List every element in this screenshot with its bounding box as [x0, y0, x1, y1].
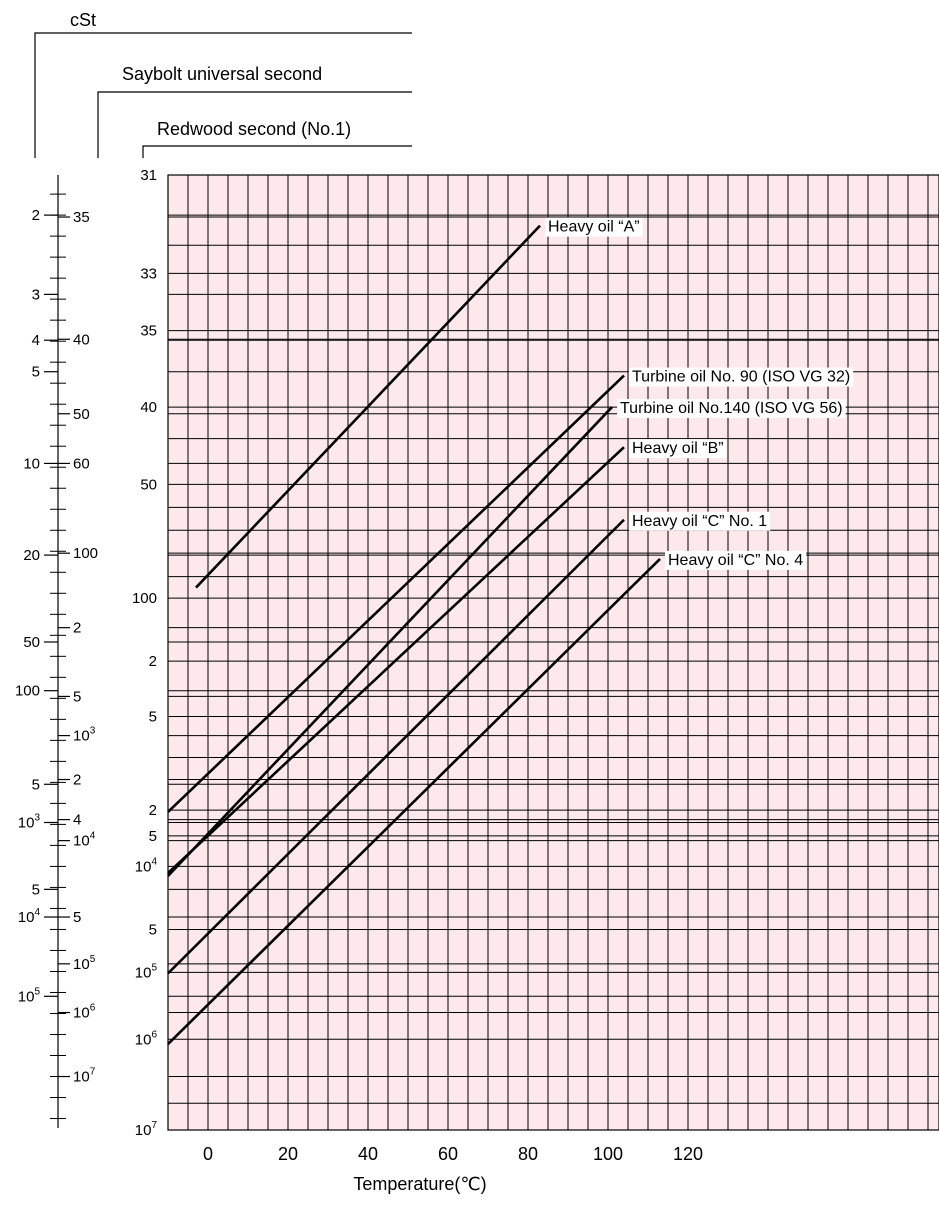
- saybolt-header-bracket: [97, 91, 412, 158]
- x-tick-label: 0: [203, 1144, 213, 1164]
- saybolt-tick-label: 60: [73, 455, 90, 472]
- cst-tick-label: 3: [32, 286, 40, 303]
- cst-header-bracket: [34, 32, 412, 158]
- viscosity-scales: 2345102050100510351041053540506010025103…: [15, 167, 157, 1139]
- saybolt-tick-label: 107: [73, 1067, 96, 1086]
- series-line-0: [195, 224, 541, 589]
- x-tick-label: 20: [278, 1144, 298, 1164]
- x-axis: 0 20 40 60 80 100 120: [203, 1144, 703, 1164]
- saybolt-tick-label-exponent: 3: [90, 726, 96, 737]
- x-tick-label: 40: [358, 1144, 378, 1164]
- series-line-1: [167, 374, 625, 813]
- saybolt-tick-label: 2: [73, 772, 81, 789]
- redwood-tick-label: 31: [140, 167, 157, 184]
- cst-header: cSt: [70, 10, 96, 30]
- saybolt-tick-label-exponent: 7: [90, 1067, 96, 1078]
- saybolt-tick-label: 35: [73, 209, 90, 226]
- redwood-tick-label: 5: [149, 828, 157, 845]
- redwood-tick-label: 106: [135, 1029, 158, 1048]
- saybolt-tick-label: 105: [73, 954, 96, 973]
- redwood-tick-label: 35: [140, 323, 157, 340]
- redwood-tick-label: 2: [149, 802, 157, 819]
- series-label-bg-1: [629, 367, 854, 387]
- redwood-tick-label: 5: [149, 921, 157, 938]
- cst-tick-label: 105: [18, 986, 41, 1005]
- series-line-5: [167, 557, 661, 1045]
- redwood-tick-label-exponent: 6: [151, 1029, 157, 1040]
- series-line-4: [167, 518, 625, 975]
- saybolt-tick-label: 40: [73, 331, 90, 348]
- saybolt-tick-label: 106: [73, 1003, 96, 1022]
- saybolt-tick-label: 103: [73, 726, 96, 745]
- scale-headers: cSt Saybolt universal second Redwood sec…: [34, 10, 412, 158]
- saybolt-tick-label: 2: [73, 620, 81, 637]
- series-line-3: [167, 446, 625, 875]
- saybolt-tick-label: 5: [73, 909, 81, 926]
- series-label-0: Heavy oil “A”: [548, 219, 640, 236]
- x-tick-label: 60: [438, 1144, 458, 1164]
- series-label-4: Heavy oil “C” No. 1: [632, 513, 767, 530]
- redwood-tick-label: 40: [140, 399, 157, 416]
- saybolt-tick-label: 4: [73, 812, 81, 829]
- cst-tick-label: 5: [32, 881, 40, 898]
- redwood-header-bracket: [142, 145, 412, 158]
- cst-tick-label: 2: [32, 207, 40, 224]
- redwood-tick-label: 33: [140, 265, 157, 282]
- series-label-bg-2: [617, 399, 846, 419]
- redwood-tick-label: 104: [135, 856, 158, 875]
- saybolt-tick-label-exponent: 4: [90, 831, 96, 842]
- redwood-tick-label-exponent: 4: [151, 856, 157, 867]
- redwood-tick-label: 107: [135, 1120, 158, 1139]
- cst-tick-label: 50: [23, 634, 40, 651]
- cst-tick-label: 104: [18, 907, 41, 926]
- redwood-tick-label: 105: [135, 962, 158, 981]
- plot-border: [167, 174, 939, 1131]
- cst-tick-label: 5: [32, 364, 40, 381]
- series-label-bg-5: [665, 550, 807, 570]
- series-label-5: Heavy oil “C” No. 4: [668, 552, 803, 569]
- cst-tick-label-exponent: 3: [34, 812, 40, 823]
- plot-area: [168, 175, 939, 1130]
- x-tick-label: 100: [593, 1144, 623, 1164]
- redwood-tick-label-exponent: 5: [151, 962, 157, 973]
- series-label-bg-3: [629, 439, 727, 459]
- series-label-bg-0: [545, 217, 643, 237]
- series-label-3: Heavy oil “B”: [632, 440, 724, 457]
- cst-tick-label: 20: [23, 547, 40, 564]
- cst-tick-label: 4: [32, 332, 40, 349]
- grid: [167, 174, 939, 1131]
- series-layer: [167, 224, 661, 1045]
- redwood-tick-label: 5: [149, 708, 157, 725]
- series-label-bg-4: [629, 511, 771, 531]
- series-label-1: Turbine oil No. 90 (ISO VG 32): [632, 369, 850, 386]
- saybolt-tick-label: 5: [73, 688, 81, 705]
- series-label-2: Turbine oil No.140 (ISO VG 56): [620, 400, 843, 417]
- saybolt-tick-label: 100: [73, 545, 98, 562]
- series-line-2: [167, 406, 613, 877]
- cst-tick-label: 100: [15, 683, 40, 700]
- cst-tick-label-exponent: 4: [34, 907, 40, 918]
- x-axis-title: Temperature(℃): [353, 1174, 486, 1194]
- x-tick-label: 80: [518, 1144, 538, 1164]
- redwood-tick-label: 100: [132, 590, 157, 607]
- saybolt-tick-label-exponent: 6: [90, 1003, 96, 1014]
- redwood-tick-label: 50: [140, 476, 157, 493]
- cst-tick-label: 103: [18, 812, 41, 831]
- saybolt-header: Saybolt universal second: [122, 64, 322, 84]
- saybolt-tick-label: 104: [73, 831, 96, 850]
- saybolt-tick-label-exponent: 5: [90, 954, 96, 965]
- cst-tick-label-exponent: 5: [34, 986, 40, 997]
- redwood-tick-label-exponent: 7: [151, 1120, 157, 1131]
- x-tick-label: 120: [673, 1144, 703, 1164]
- cst-tick-label: 10: [23, 455, 40, 472]
- redwood-header: Redwood second (No.1): [157, 119, 351, 139]
- redwood-tick-label: 2: [149, 653, 157, 670]
- saybolt-tick-label: 50: [73, 406, 90, 423]
- cst-tick-label: 5: [32, 776, 40, 793]
- series-labels: Heavy oil “A” Turbine oil No. 90 (ISO VG …: [545, 217, 854, 570]
